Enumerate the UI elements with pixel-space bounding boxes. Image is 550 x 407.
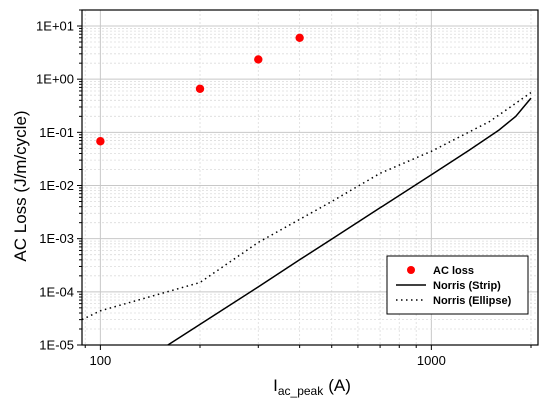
x-axis-title-sub: ac_peak (278, 384, 324, 398)
y-tick-label: 1E+00 (36, 72, 74, 87)
axis-ticks: 100 1000 1E-05 1E-04 1E-03 1E-02 1E-01 1E+00 1E+… (36, 9, 532, 368)
data-point-ac-loss (254, 55, 263, 64)
data-point-ac-loss (295, 33, 304, 42)
legend-ac-loss-marker (407, 266, 415, 274)
y-tick-label: 1E-02 (39, 178, 74, 193)
y-axis-title: AC Loss (J/m/cycle) (11, 110, 30, 261)
x-axis-title-unit: (A) (328, 376, 351, 395)
data-point-ac-loss (96, 137, 105, 146)
legend-strip-label: Norris (Strip) (433, 280, 501, 292)
y-tick-label: 1E+01 (36, 19, 74, 34)
legend-ellipse-label: Norris (Ellipse) (433, 295, 512, 307)
x-axis-title: Iac_peak (A) (273, 376, 351, 398)
x-tick-label: 100 (90, 353, 112, 368)
legend: AC loss Norris (Strip) Norris (Ellipse) (386, 255, 529, 315)
series-layer (81, 33, 532, 346)
y-tick-label: 1E-03 (39, 231, 74, 246)
x-axis-title-main: I (273, 376, 278, 395)
y-tick-label: 1E-04 (39, 284, 74, 299)
series-line-norris-strip (167, 97, 532, 346)
plot-frame (81, 9, 539, 346)
y-tick-label: 1E-05 (39, 338, 74, 353)
y-tick-label: 1E-01 (39, 125, 74, 140)
legend-ac-loss-label: AC loss (433, 265, 474, 277)
data-point-ac-loss (195, 84, 205, 93)
x-tick-label: 1000 (417, 353, 446, 368)
